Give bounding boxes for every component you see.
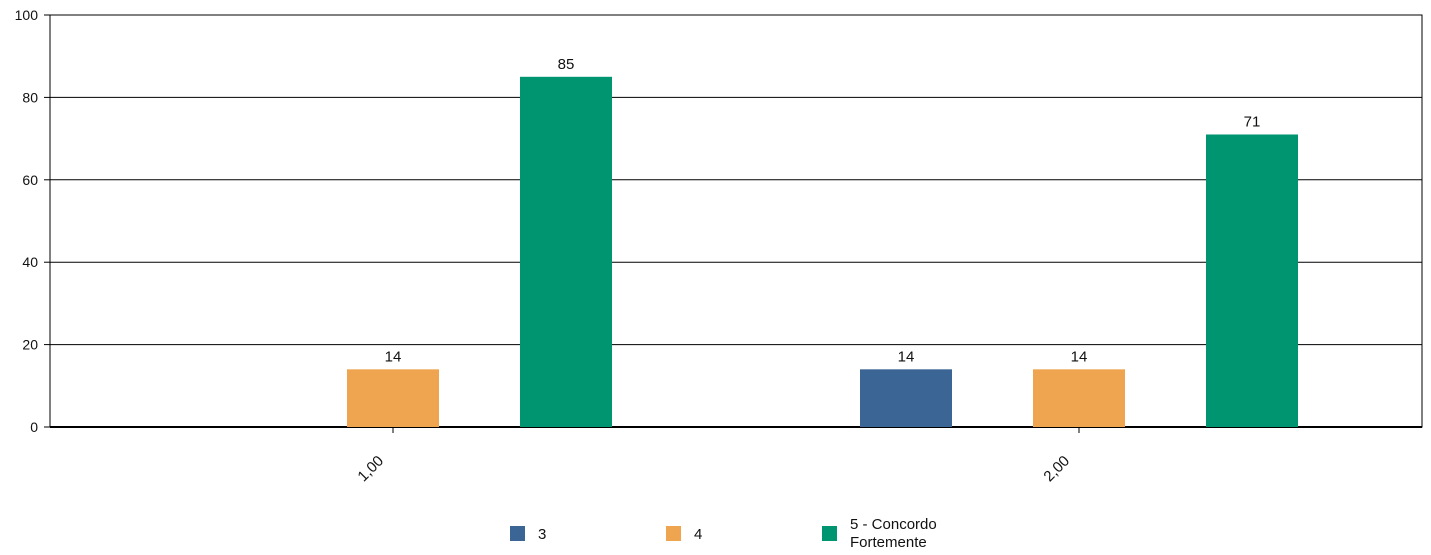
legend-swatch [822, 526, 837, 541]
bar [520, 76, 612, 428]
y-tick-label: 100 [15, 7, 39, 23]
x-tick-label: 1,00 [354, 452, 387, 485]
legend: 3 4 5 - Concordo Fortemente [510, 516, 937, 551]
gridlines [49, 14, 1423, 428]
y-tick-label: 60 [22, 172, 38, 188]
bar [1033, 369, 1125, 427]
data-label: 14 [385, 348, 402, 365]
legend-label: 4 [694, 526, 702, 543]
y-tick-label: 0 [30, 419, 38, 435]
y-tick-label: 40 [22, 254, 38, 270]
x-tick-label: 2,00 [1040, 452, 1073, 485]
data-label: 71 [1244, 113, 1261, 130]
legend-label: 5 - Concordo Fortemente [850, 516, 937, 551]
legend-swatch [510, 526, 525, 541]
bar [347, 369, 439, 427]
legend-item: 3 [510, 526, 546, 543]
y-axis-ticks: 0 20 40 60 80 100 [15, 7, 50, 435]
bars [347, 76, 1298, 428]
legend-item: 5 - Concordo Fortemente [822, 516, 937, 551]
y-tick-label: 80 [22, 89, 38, 105]
data-label: 14 [1071, 348, 1088, 365]
bar [1206, 134, 1298, 428]
legend-swatch [666, 526, 681, 541]
bar [860, 369, 952, 427]
x-axis-ticks: 1,00 2,00 [354, 427, 1080, 485]
y-tick-label: 20 [22, 337, 38, 353]
legend-label: 3 [538, 526, 546, 543]
data-label: 85 [558, 56, 575, 73]
data-labels: 14 85 14 14 71 [385, 56, 1261, 366]
legend-item: 4 [666, 526, 702, 543]
data-label: 14 [898, 348, 915, 365]
